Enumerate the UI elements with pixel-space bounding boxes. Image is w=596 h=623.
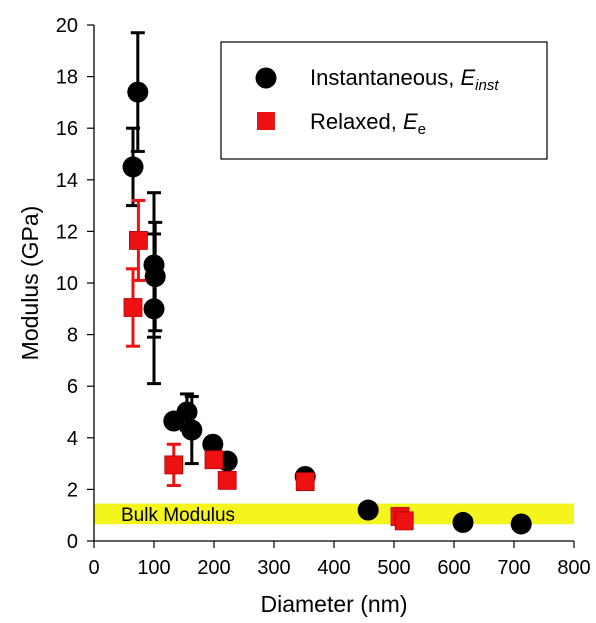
- y-tick-label: 8: [67, 325, 78, 347]
- y-tick-label: 12: [56, 221, 78, 243]
- x-axis-title: Diameter (nm): [261, 591, 408, 617]
- x-tick-label: 700: [497, 557, 530, 579]
- y-tick-label: 16: [56, 118, 78, 140]
- instantaneous-point: [127, 81, 149, 103]
- legend-marker-relaxed: [257, 112, 275, 130]
- legend-label-instantaneous-subscript: inst: [475, 77, 499, 94]
- instantaneous-point: [122, 156, 144, 178]
- x-tick-label: 500: [377, 557, 410, 579]
- axes-group: 0 100 200 300 400 500 600 700 800 0 2 4 6 8 10 12 14 16 18…: [56, 15, 591, 579]
- relaxed-point: [295, 472, 315, 492]
- y-tick-label: 0: [67, 531, 78, 553]
- legend: Instantaneous, Einst Relaxed, Ee: [220, 41, 548, 160]
- legend-label-instantaneous: Instantaneous, Einst: [310, 65, 499, 94]
- legend-label-relaxed-text: Relaxed,: [310, 109, 403, 134]
- instantaneous-point: [510, 513, 532, 535]
- bulk-modulus-label: Bulk Modulus: [121, 505, 235, 526]
- data-group: [122, 31, 532, 535]
- instantaneous-point: [452, 511, 474, 533]
- legend-box: [220, 41, 548, 160]
- y-tick-label: 18: [56, 67, 78, 89]
- x-tick-label: 600: [437, 557, 470, 579]
- instantaneous-point: [144, 266, 166, 288]
- y-tick-label: 4: [67, 428, 78, 450]
- relaxed-point: [394, 511, 414, 531]
- instantaneous-point: [176, 401, 198, 423]
- relaxed-point: [204, 450, 224, 470]
- legend-label-instantaneous-text: Instantaneous,: [310, 65, 460, 90]
- legend-label-relaxed: Relaxed, Ee: [310, 109, 426, 138]
- instantaneous-point: [181, 419, 203, 441]
- relaxed-point: [217, 470, 237, 490]
- y-tick-label: 20: [56, 15, 78, 37]
- y-tick-label: 10: [56, 273, 78, 295]
- y-tick-label: 2: [67, 479, 78, 501]
- legend-label-relaxed-subscript: e: [418, 121, 426, 138]
- x-tick-label: 0: [88, 557, 99, 579]
- y-axis-title: Modulus (GPa): [17, 206, 43, 361]
- x-tick-label: 200: [197, 557, 230, 579]
- instantaneous-point: [357, 499, 379, 521]
- y-tick-label: 6: [67, 376, 78, 398]
- x-tick-label: 400: [317, 557, 350, 579]
- relaxed-point: [123, 298, 143, 317]
- legend-label-instantaneous-symbol: E: [460, 65, 475, 90]
- relaxed-point: [128, 231, 148, 250]
- x-tick-label: 100: [137, 557, 170, 579]
- y-tick-label: 14: [56, 170, 78, 192]
- legend-marker-instantaneous: [255, 67, 277, 89]
- instantaneous-point: [202, 433, 224, 455]
- relaxed-point: [164, 455, 184, 475]
- legend-label-relaxed-symbol: E: [403, 109, 418, 134]
- x-tick-label: 800: [557, 557, 590, 579]
- instantaneous-point: [143, 298, 165, 320]
- x-tick-label: 300: [257, 557, 290, 579]
